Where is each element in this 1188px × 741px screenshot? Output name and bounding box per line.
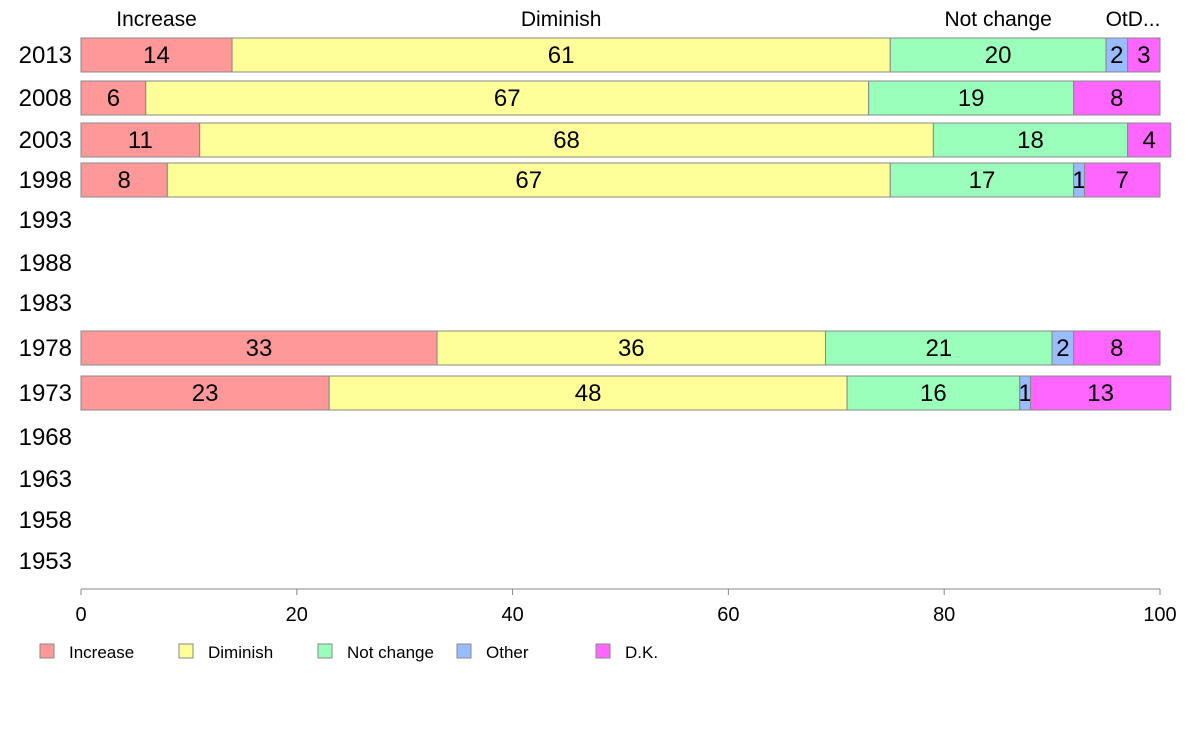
data-label-2008-increase: 6 <box>107 85 120 112</box>
legend-label-d-k-: D.K. <box>625 643 658 662</box>
legend-swatch-increase <box>39 643 55 659</box>
bar-1978-diminish <box>436 330 827 366</box>
legend-swatch-d-k- <box>595 643 611 659</box>
bar-2013-increase <box>80 37 233 73</box>
category-label-1988: 1988 <box>19 250 72 277</box>
top-label-3: Not change <box>944 8 1051 31</box>
data-label-1973-not-change: 16 <box>920 380 947 407</box>
legend-swatch-not-change <box>317 643 333 659</box>
legend-label-other: Other <box>486 643 529 662</box>
bar-1978-increase <box>80 330 438 366</box>
data-label-2003-d-k-: 4 <box>1143 127 1156 154</box>
category-label-1963: 1963 <box>19 466 72 493</box>
category-label-1973: 1973 <box>19 380 72 407</box>
data-label-1998-increase: 8 <box>117 167 130 194</box>
category-label-1953: 1953 <box>19 548 72 575</box>
data-label-2003-diminish: 68 <box>553 127 580 154</box>
bar-2003-diminish <box>199 122 934 158</box>
legend-label-not-change: Not change <box>347 643 434 662</box>
data-label-2008-d-k-: 8 <box>1110 85 1123 112</box>
category-label-1978: 1978 <box>19 335 72 362</box>
top-label-4: OtD... <box>1106 8 1161 31</box>
category-label-1958: 1958 <box>19 507 72 534</box>
category-label-1998: 1998 <box>19 167 72 194</box>
bar-1998-diminish <box>166 162 891 198</box>
bar-1973-not-change <box>846 375 1021 411</box>
data-label-1973-increase: 23 <box>192 380 219 407</box>
legend-label-increase: Increase <box>69 643 134 662</box>
data-label-1978-increase: 33 <box>246 335 273 362</box>
bar-1978-not-change <box>825 330 1053 366</box>
data-label-1973-d-k-: 13 <box>1087 380 1114 407</box>
bar-2003-d-k- <box>1127 122 1172 158</box>
top-label-1: Increase <box>116 8 197 31</box>
bar-1973-d-k- <box>1030 375 1172 411</box>
x-tick-label-20: 20 <box>286 604 308 626</box>
x-tick-label-60: 60 <box>717 604 739 626</box>
bar-2003-not-change <box>932 122 1129 158</box>
bar-2003-increase <box>80 122 201 158</box>
data-label-1998-not-change: 17 <box>969 167 996 194</box>
data-label-1998-other: 1 <box>1072 167 1085 194</box>
bar-2013-diminish <box>231 37 891 73</box>
category-label-1993: 1993 <box>19 207 72 234</box>
category-label-1968: 1968 <box>19 424 72 451</box>
bar-1978-d-k- <box>1073 330 1161 366</box>
data-label-2008-diminish: 67 <box>494 85 521 112</box>
data-label-1978-diminish: 36 <box>618 335 645 362</box>
x-tick-label-0: 0 <box>75 604 86 626</box>
data-label-1978-d-k-: 8 <box>1110 335 1123 362</box>
legend-swatch-diminish <box>178 643 194 659</box>
data-label-1998-diminish: 67 <box>515 167 542 194</box>
data-label-1973-diminish: 48 <box>575 380 602 407</box>
bar-2008-diminish <box>145 80 870 116</box>
x-tick-label-40: 40 <box>501 604 523 626</box>
bar-1973-diminish <box>328 375 848 411</box>
data-label-2013-increase: 14 <box>143 42 170 69</box>
data-label-2003-increase: 11 <box>128 127 153 154</box>
data-label-2003-not-change: 18 <box>1017 127 1044 154</box>
data-label-2013-diminish: 61 <box>548 42 575 69</box>
bar-2008-increase <box>80 80 147 116</box>
data-label-2008-not-change: 19 <box>958 85 985 112</box>
bar-2013-not-change <box>889 37 1107 73</box>
category-label-1983: 1983 <box>19 290 72 317</box>
data-label-1978-other: 2 <box>1056 335 1069 362</box>
data-label-1998-d-k-: 7 <box>1116 167 1129 194</box>
bar-1998-increase <box>80 162 168 198</box>
bar-2008-d-k- <box>1073 80 1161 116</box>
bar-2013-d-k- <box>1127 37 1161 73</box>
category-label-2013: 2013 <box>19 42 72 69</box>
data-label-1978-not-change: 21 <box>925 335 952 362</box>
legend-swatch-other <box>456 643 472 659</box>
top-label-2: Diminish <box>521 8 602 31</box>
x-tick-label-80: 80 <box>933 604 955 626</box>
bar-1998-d-k- <box>1083 162 1161 198</box>
data-label-2013-d-k-: 3 <box>1137 42 1150 69</box>
bar-1998-not-change <box>889 162 1075 198</box>
bar-1973-increase <box>80 375 330 411</box>
category-label-2008: 2008 <box>19 85 72 112</box>
data-label-2013-other: 2 <box>1110 42 1123 69</box>
data-label-1973-other: 1 <box>1018 380 1031 407</box>
category-label-2003: 2003 <box>19 127 72 154</box>
x-tick-label-100: 100 <box>1143 604 1176 626</box>
legend-label-diminish: Diminish <box>208 643 273 662</box>
data-label-2013-not-change: 20 <box>985 42 1012 69</box>
